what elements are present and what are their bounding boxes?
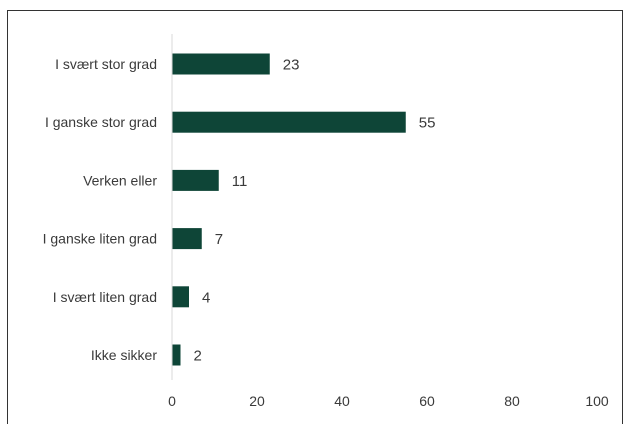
data-label: 2 — [194, 348, 202, 365]
x-tick-label: 100 — [585, 393, 609, 409]
data-label: 23 — [283, 57, 300, 74]
bar — [172, 53, 270, 75]
bar — [172, 286, 189, 308]
bar — [172, 228, 202, 250]
x-tick-label: 80 — [504, 393, 520, 409]
data-label: 4 — [202, 289, 210, 306]
data-label: 7 — [215, 231, 223, 248]
data-label: 55 — [419, 115, 436, 132]
category-label: Verken eller — [83, 172, 157, 188]
data-labels-group: 23 55 11 7 4 2 — [194, 57, 436, 365]
bar — [172, 169, 219, 191]
bar — [172, 344, 181, 366]
x-tick-label: 40 — [334, 393, 350, 409]
category-label: I ganske stor grad — [45, 114, 157, 130]
category-label: I ganske liten grad — [43, 231, 157, 247]
data-label: 11 — [232, 173, 248, 190]
bar — [172, 111, 406, 133]
bars-group — [172, 53, 406, 366]
x-axis: 0 20 40 60 80 100 — [168, 34, 609, 409]
category-label: I svært stor grad — [55, 56, 157, 72]
chart-border — [7, 10, 623, 429]
category-label: I svært liten grad — [53, 289, 157, 305]
x-tick-label: 0 — [168, 393, 176, 409]
category-label: Ikke sikker — [91, 347, 157, 363]
category-labels-group: I svært stor grad I ganske stor grad Verke… — [43, 56, 158, 363]
x-tick-label: 20 — [249, 393, 265, 409]
x-tick-label: 60 — [419, 393, 435, 409]
